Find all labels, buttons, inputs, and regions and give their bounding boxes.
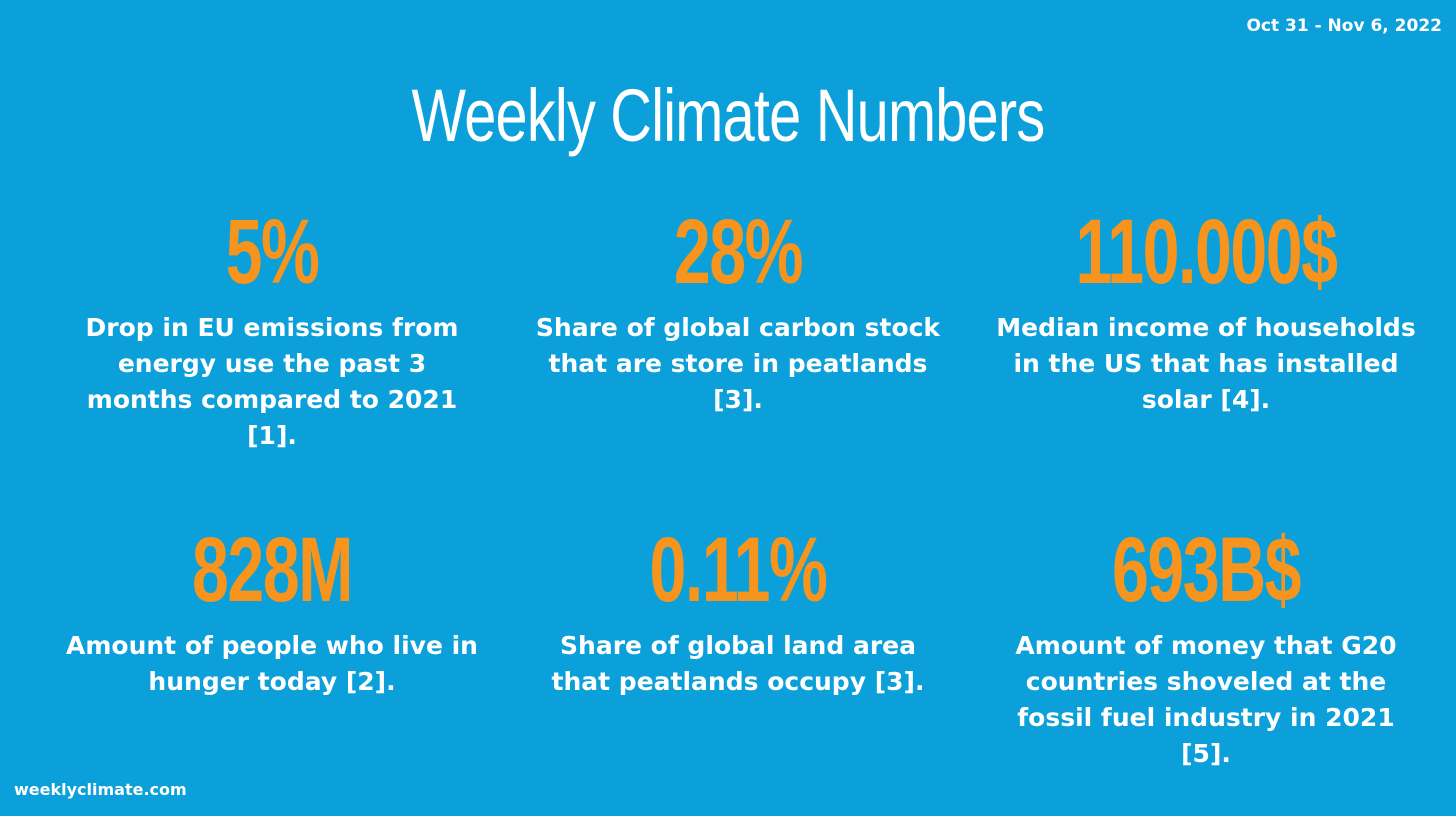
stat-card: 828M Amount of people who live in hunger… <box>52 520 492 700</box>
stat-description: Amount of people who live in hunger toda… <box>66 631 478 696</box>
stat-description: Share of global land area that peatlands… <box>551 631 925 696</box>
stat-description: Amount of money that G20 countries shove… <box>1015 631 1397 768</box>
stat-value: 693B$ <box>1111 519 1301 621</box>
stat-card: 5% Drop in EU emissions from energy use … <box>52 202 492 454</box>
page-title: Weekly Climate Numbers <box>411 74 1046 157</box>
stat-description: Median income of households in the US th… <box>996 313 1416 414</box>
stat-value: 110.000$ <box>1075 201 1338 303</box>
stat-description: Share of global carbon stock that are st… <box>535 313 941 414</box>
stat-card: 28% Share of global carbon stock that ar… <box>518 202 958 418</box>
stat-card: 110.000$ Median income of households in … <box>986 202 1426 418</box>
stat-value: 5% <box>225 201 320 303</box>
stat-value: 828M <box>192 519 353 621</box>
stat-card: 0.11% Share of global land area that pea… <box>518 520 958 700</box>
stat-value: 0.11% <box>649 519 828 621</box>
date-range: Oct 31 - Nov 6, 2022 <box>1246 16 1442 36</box>
stat-description: Drop in EU emissions from energy use the… <box>85 313 459 450</box>
stat-value: 28% <box>673 201 804 303</box>
stat-card: 693B$ Amount of money that G20 countries… <box>986 520 1426 772</box>
site-url: weeklyclimate.com <box>14 780 187 799</box>
